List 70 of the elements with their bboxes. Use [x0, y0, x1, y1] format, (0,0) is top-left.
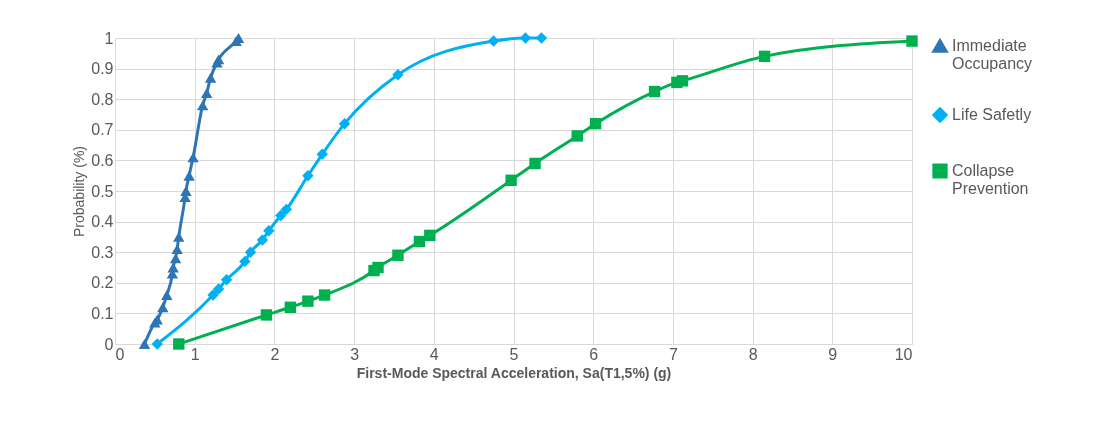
- y-tick-label: 0.7: [91, 121, 114, 139]
- point: [171, 244, 183, 255]
- x-tick-label: 7: [668, 345, 678, 363]
- x-tick-label: 8: [748, 345, 758, 363]
- x-tick-label: 2: [270, 345, 280, 363]
- point: [535, 32, 548, 44]
- point: [196, 100, 209, 111]
- x-tick-label: 9: [828, 345, 838, 363]
- point: [487, 35, 500, 47]
- point: [318, 289, 331, 301]
- x-axis-title: First-Mode Spectral Acceleration, Sa(T1,5%) (g): [356, 364, 672, 381]
- point: [167, 262, 179, 273]
- point: [338, 117, 351, 130]
- x-tick-label: 10: [894, 345, 913, 363]
- x-tick-label: 3: [350, 345, 360, 363]
- point: [302, 295, 314, 307]
- point: [280, 203, 293, 216]
- point: [263, 225, 275, 237]
- point: [392, 249, 404, 261]
- point: [758, 50, 771, 63]
- point: [424, 229, 436, 242]
- y-axis-title: Probability (%): [71, 145, 88, 238]
- point: [906, 35, 918, 47]
- x-tick-label: 4: [429, 345, 439, 363]
- point: [372, 261, 384, 274]
- point: [207, 289, 219, 301]
- point: [183, 170, 195, 181]
- point: [151, 338, 163, 350]
- point: [200, 88, 213, 99]
- point: [571, 130, 583, 142]
- point: [284, 301, 297, 313]
- point: [220, 274, 233, 286]
- x-tick-label: 5: [509, 345, 519, 363]
- y-tick-label: 0.2: [91, 274, 114, 292]
- point: [187, 152, 199, 163]
- point: [244, 246, 257, 258]
- y-tick-label: 0.9: [91, 60, 114, 78]
- point: [316, 148, 328, 160]
- point: [648, 85, 661, 98]
- y-tick-label: 0.4: [91, 213, 114, 231]
- point: [392, 69, 404, 81]
- point: [204, 72, 217, 83]
- point: [239, 255, 251, 268]
- point: [180, 186, 192, 196]
- legend-label: Life Safetly: [952, 106, 1032, 123]
- point: [138, 339, 151, 349]
- x-tick-label: 0: [115, 345, 125, 363]
- point: [302, 170, 314, 182]
- y-tick-label: 1: [104, 29, 114, 47]
- legend-label: Collapse Prevention: [952, 162, 1029, 197]
- point: [212, 283, 225, 295]
- point: [275, 209, 287, 222]
- point: [173, 338, 185, 350]
- y-tick-label: 0.5: [91, 182, 114, 200]
- point: [529, 157, 541, 170]
- y-tick-label: 0.3: [91, 243, 114, 261]
- y-tick-label: 0.8: [91, 90, 114, 108]
- legend-label: Immediate Occupancy: [952, 37, 1033, 72]
- point: [157, 302, 169, 313]
- x-tick-label: 6: [589, 345, 599, 363]
- point: [256, 234, 269, 246]
- point: [676, 75, 689, 87]
- y-tick-label: 0.1: [91, 304, 114, 322]
- point: [505, 174, 517, 186]
- point: [169, 253, 182, 264]
- point: [260, 309, 273, 321]
- point: [161, 290, 173, 300]
- point: [589, 117, 602, 130]
- y-tick-label: 0.6: [91, 151, 114, 169]
- x-tick-label: 1: [190, 345, 200, 363]
